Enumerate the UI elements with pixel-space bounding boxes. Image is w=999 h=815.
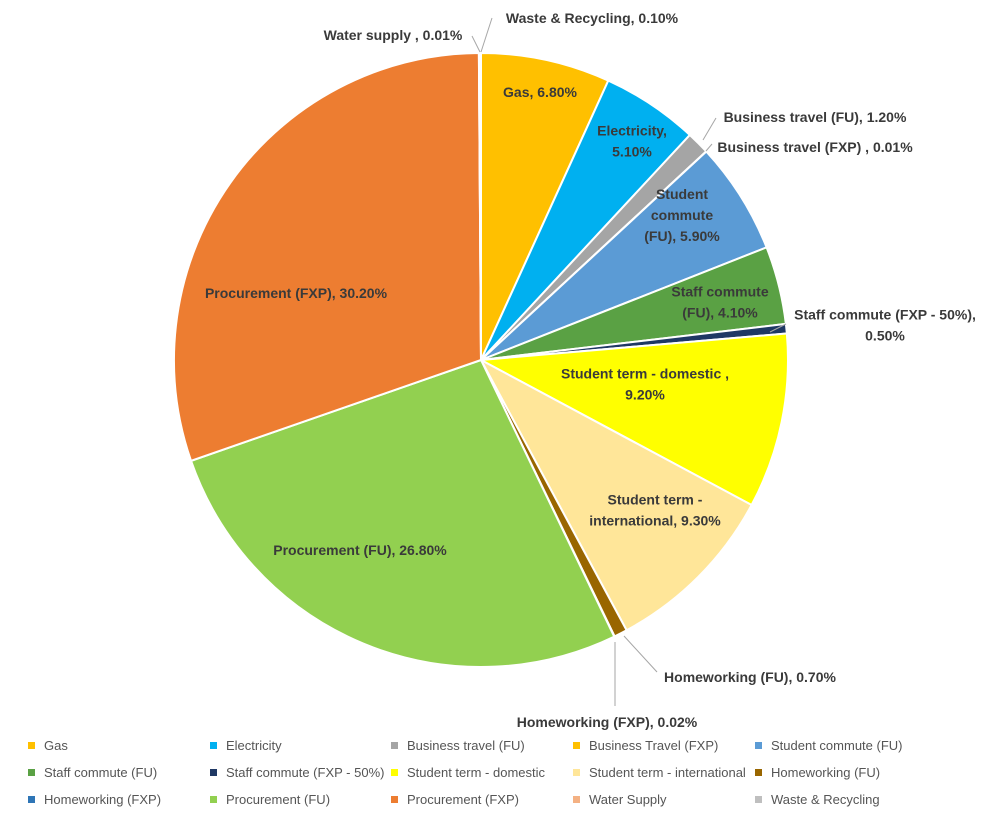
pie-slice-student-term-domestic [477, 332, 789, 507]
legend-item-staff-commute-fxp-50: Staff commute (FXP - 50%) [210, 765, 384, 780]
data-label-homeworking-fxp: Homeworking (FXP), 0.02% [517, 714, 698, 730]
legend-item-waste-and-recycling: Waste & Recycling [755, 792, 880, 807]
data-label-student-term-international: Student term -international, 9.30% [589, 492, 721, 529]
data-label-homeworking-fu: Homeworking (FU), 0.70% [664, 669, 836, 685]
legend-swatch [391, 742, 398, 750]
legend-label: Staff commute (FU) [44, 765, 158, 780]
legend-item-procurement-fu: Procurement (FU) [210, 792, 330, 807]
legend-item-water-supply: Water Supply [573, 792, 667, 807]
leader-line-business-travel-fu [702, 117, 717, 141]
data-label-business-travel-fu: Business travel (FU), 1.20% [724, 109, 907, 125]
legend-item-student-commute-fu: Student commute (FU) [755, 738, 903, 753]
legend-swatch [573, 742, 580, 750]
legend-swatch [28, 796, 35, 804]
legend-label: Student term - international [589, 765, 746, 780]
pie-slice-procurement-fxp [172, 52, 483, 463]
legend-label: Electricity [226, 738, 282, 753]
legend-label: Business travel (FU) [407, 738, 525, 753]
data-label-staff-commute-fxp-50: Staff commute (FXP - 50%), 0.50% [794, 307, 976, 344]
pie-slice-gas [480, 51, 610, 361]
legend-swatch [755, 796, 762, 804]
leader-line-waste-and-recycling [480, 17, 493, 53]
data-label-gas: Gas, 6.80% [503, 84, 577, 100]
legend-item-staff-commute-fu: Staff commute (FU) [28, 765, 157, 780]
legend-label: Procurement (FU) [226, 792, 331, 807]
legend-item-homeworking-fu: Homeworking (FU) [755, 765, 880, 780]
data-label-procurement-fxp: Procurement (FXP), 30.20% [205, 285, 388, 301]
legend-swatch [210, 742, 217, 750]
data-label-water-supply: Water supply , 0.01% [324, 27, 463, 43]
legend-label: Student term - domestic [407, 765, 545, 780]
legend-item-business-travel-fu: Business travel (FU) [391, 738, 525, 753]
legend-swatch [210, 769, 217, 777]
leader-line-staff-commute-fxp-50 [769, 323, 787, 333]
pie-chart-plot: Gas, 6.80% Electricity, 5.10% Business trav… [172, 10, 976, 730]
legend-swatch [755, 769, 762, 777]
legend-label: Staff commute (FXP - 50%) [226, 765, 385, 780]
legend-swatch [28, 769, 35, 777]
legend-item-business-travel-fxp: Business Travel (FXP) [573, 738, 718, 753]
leader-line-business-travel-fxp [705, 143, 713, 152]
legend-label: Gas [44, 738, 68, 753]
leader-line-water-supply [471, 35, 481, 53]
legend-item-homeworking-fxp: Homeworking (FXP) [28, 792, 161, 807]
legend-label: Procurement (FXP) [407, 792, 519, 807]
legend-label: Homeworking (FXP) [44, 792, 162, 807]
legend-item-electricity: Electricity [210, 738, 282, 753]
legend-item-procurement-fxp: Procurement (FXP) [391, 792, 519, 807]
pie-slice-procurement-fu [189, 358, 616, 668]
legend-swatch [28, 742, 35, 750]
legend-item-gas: Gas [28, 738, 68, 753]
legend-item-student-term-international: Student term - international [573, 765, 746, 780]
data-label-student-commute-fu: Student commute (FU), 5.90% [644, 186, 720, 244]
legend-swatch [391, 769, 398, 777]
pie-slice-student-term-international [478, 357, 753, 632]
legend-label: Homeworking (FU) [771, 765, 881, 780]
data-label-staff-commute-fu: Staff commute (FU), 4.10% [671, 284, 768, 321]
legend-label: Business Travel (FXP) [589, 738, 719, 753]
data-label-student-term-domestic: Student term - domestic , 9.20% [561, 366, 729, 403]
data-label-business-travel-fxp: Business travel (FXP) , 0.01% [717, 139, 913, 155]
legend-swatch [210, 796, 217, 804]
legend-swatch [755, 742, 762, 750]
data-label-waste-and-recycling: Waste & Recycling, 0.10% [506, 10, 679, 26]
legend-swatch [573, 769, 580, 777]
data-label-electricity: Electricity, 5.10% [597, 123, 667, 160]
legend-swatch [573, 796, 580, 804]
pie-slice-waste-and-recycling [478, 51, 482, 361]
leader-line-homeworking-fu [623, 635, 658, 673]
legend-label: Waste & Recycling [771, 792, 880, 807]
legend-swatch [391, 796, 398, 804]
legend-label: Water Supply [589, 792, 667, 807]
data-label-procurement-fu: Procurement (FU), 26.80% [273, 542, 447, 558]
legend-label: Student commute (FU) [771, 738, 903, 753]
legend-item-student-term-domestic: Student term - domestic [391, 765, 545, 780]
